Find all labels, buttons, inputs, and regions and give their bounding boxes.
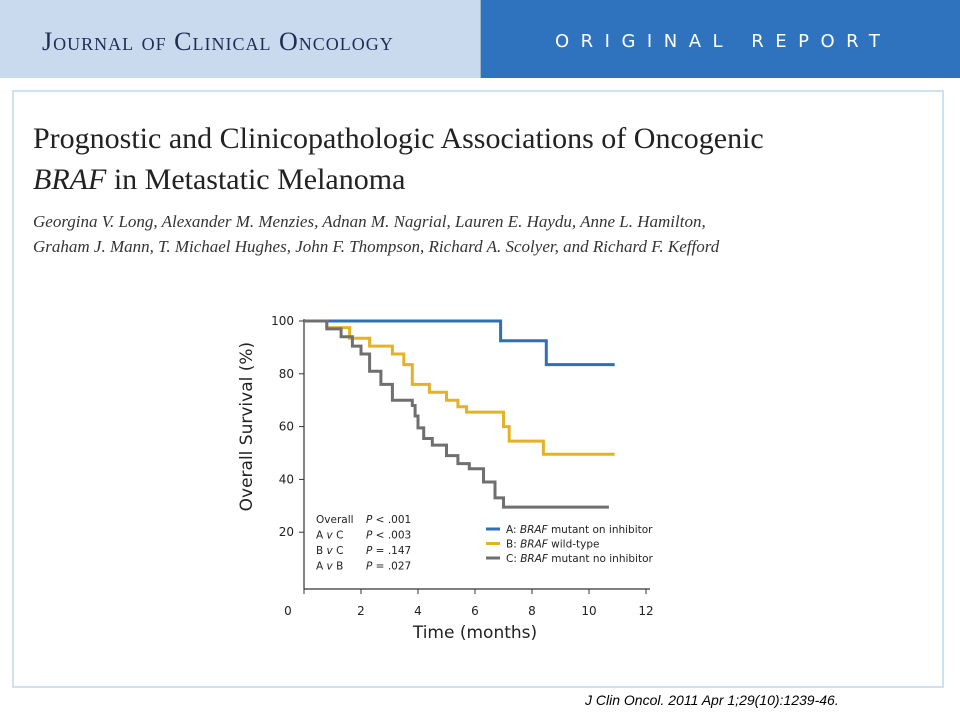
stat-label: A v C	[316, 530, 343, 542]
stat-p-value: P = .027	[366, 561, 411, 573]
report-label: ORIGINAL REPORT	[555, 31, 892, 52]
article-title: Prognostic and Clinicopathologic Associa…	[33, 118, 943, 200]
x-tick-label: 10	[581, 604, 596, 618]
x-tick-label: 0	[284, 604, 292, 618]
citation: J Clin Oncol. 2011 Apr 1;29(10):1239-46.	[585, 692, 839, 708]
survival-chart: 20 40 60 80 100 0 2 4 6 8 10 12 Time (months) Overall…	[237, 314, 654, 643]
series-a-curve	[304, 319, 615, 367]
y-tick-label: 20	[279, 525, 294, 539]
y-tick-label: 40	[279, 472, 294, 486]
title-part1: Prognostic and Clinicopathologic Associa…	[33, 122, 764, 155]
stat-p-value: P < .001	[366, 514, 411, 526]
authors-line-2: Graham J. Mann, T. Michael Hughes, John …	[33, 237, 720, 256]
authors-line-1: Georgina V. Long, Alexander M. Menzies, …	[33, 212, 706, 231]
title-part2: in Metastatic Melanoma	[106, 163, 406, 196]
x-axis-title: Time (months)	[412, 623, 537, 643]
stat-label: Overall	[316, 514, 354, 526]
legend-series-b-label: B: BRAF wild-type	[506, 539, 600, 551]
stat-p-value: P = .147	[366, 545, 411, 557]
x-tick-label: 2	[357, 604, 365, 618]
y-axis-title: Overall Survival (%)	[237, 342, 257, 512]
x-tick-label: 12	[638, 604, 653, 618]
title-gene: BRAF	[33, 163, 107, 196]
series-c-curve	[304, 319, 609, 509]
stat-label: B v C	[316, 545, 343, 557]
journal-banner: Journal of Clinical Oncology	[0, 0, 481, 78]
x-tick-label: 6	[471, 604, 479, 618]
legend-series-a-label: A: BRAF mutant on inhibitor	[506, 524, 653, 536]
author-list: Georgina V. Long, Alexander M. Menzies, …	[33, 209, 943, 259]
y-tick-label: 80	[279, 367, 294, 381]
legend-series-c-label: C: BRAF mutant no inhibitor	[506, 553, 654, 565]
y-tick-label: 100	[271, 314, 294, 328]
y-tick-label: 60	[279, 420, 294, 434]
report-banner	[481, 0, 960, 78]
content-panel	[12, 90, 944, 688]
series-b-curve	[304, 319, 615, 456]
x-tick-label: 4	[414, 604, 422, 618]
journal-name: Journal of Clinical Oncology	[42, 27, 394, 56]
x-tick-label: 8	[528, 604, 536, 618]
stat-label: A v B	[316, 561, 343, 573]
stat-p-value: P < .003	[366, 530, 411, 542]
